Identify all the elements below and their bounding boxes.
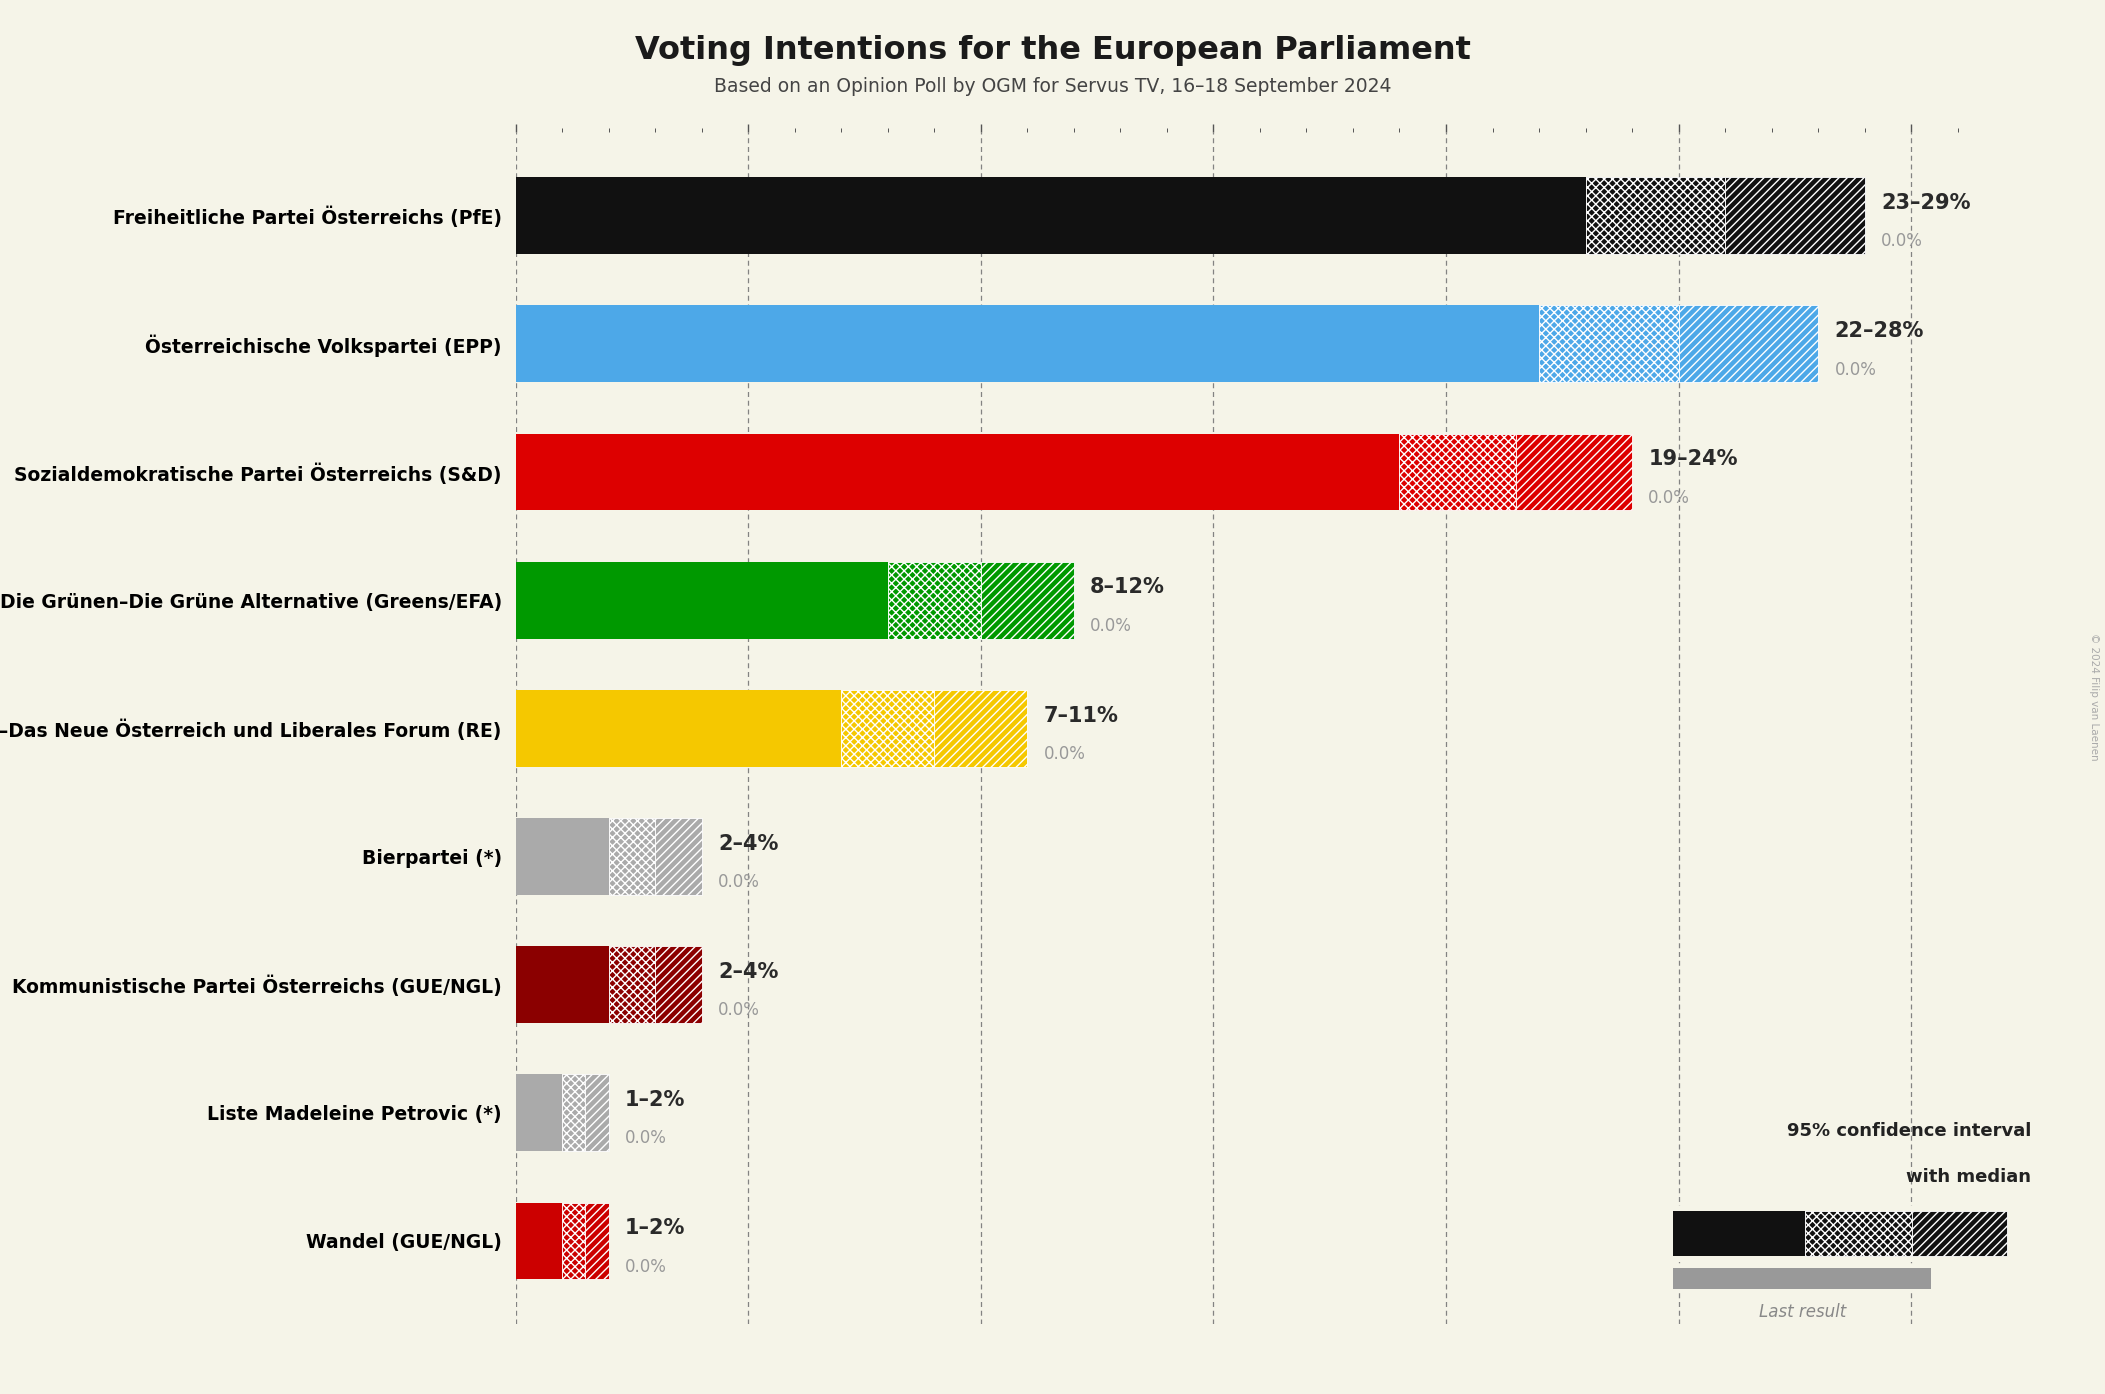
Text: with median: with median [1907, 1168, 2031, 1186]
Bar [516, 177, 1585, 254]
Bar [1585, 177, 1726, 254]
Bar [562, 1075, 585, 1151]
Bar [608, 947, 655, 1023]
Text: 23–29%: 23–29% [1882, 192, 1970, 213]
Text: 0.0%: 0.0% [718, 873, 760, 891]
Bar [1673, 1211, 1804, 1256]
Text: 0.0%: 0.0% [1833, 361, 1876, 379]
Text: 0.0%: 0.0% [1882, 233, 1922, 251]
Text: 2–4%: 2–4% [718, 834, 779, 853]
Text: 8–12%: 8–12% [1090, 577, 1164, 598]
Text: 1–2%: 1–2% [625, 1218, 686, 1238]
Text: 1–2%: 1–2% [625, 1090, 686, 1110]
Bar [516, 434, 1400, 510]
Text: 22–28%: 22–28% [1833, 321, 1924, 342]
Bar [842, 690, 935, 767]
Text: 0.0%: 0.0% [625, 1257, 667, 1276]
Bar [1726, 177, 1865, 254]
Text: 0.0%: 0.0% [1044, 744, 1086, 763]
Bar [655, 947, 701, 1023]
Bar [516, 1075, 562, 1151]
Bar [1516, 434, 1631, 510]
Text: 0.0%: 0.0% [718, 1001, 760, 1019]
Bar [1911, 1211, 2008, 1256]
Text: 2–4%: 2–4% [718, 962, 779, 981]
Bar [1673, 1269, 1930, 1288]
Bar [585, 1203, 608, 1280]
Text: Voting Intentions for the European Parliament: Voting Intentions for the European Parli… [634, 35, 1471, 66]
Bar [608, 818, 655, 895]
Bar [888, 562, 981, 638]
Text: 0.0%: 0.0% [1648, 489, 1690, 506]
Text: © 2024 Filip van Laenen: © 2024 Filip van Laenen [2088, 633, 2099, 761]
Text: 0.0%: 0.0% [625, 1129, 667, 1147]
Bar [516, 305, 1539, 382]
Bar [981, 562, 1074, 638]
Bar [516, 690, 842, 767]
Bar [1400, 434, 1516, 510]
Text: 95% confidence interval: 95% confidence interval [1787, 1122, 2031, 1140]
Bar [655, 818, 701, 895]
Text: 7–11%: 7–11% [1044, 705, 1118, 725]
Bar [1539, 305, 1678, 382]
Bar [585, 1075, 608, 1151]
Bar [562, 1203, 585, 1280]
Bar [1678, 305, 1819, 382]
Text: 19–24%: 19–24% [1648, 449, 1739, 470]
Bar [516, 947, 608, 1023]
Bar [1804, 1211, 1911, 1256]
Text: Last result: Last result [1758, 1303, 1846, 1322]
Bar [516, 818, 608, 895]
Bar [516, 1203, 562, 1280]
Bar [516, 562, 888, 638]
Text: Based on an Opinion Poll by OGM for Servus TV, 16–18 September 2024: Based on an Opinion Poll by OGM for Serv… [714, 77, 1391, 96]
Text: 0.0%: 0.0% [1090, 616, 1132, 634]
Bar [935, 690, 1027, 767]
